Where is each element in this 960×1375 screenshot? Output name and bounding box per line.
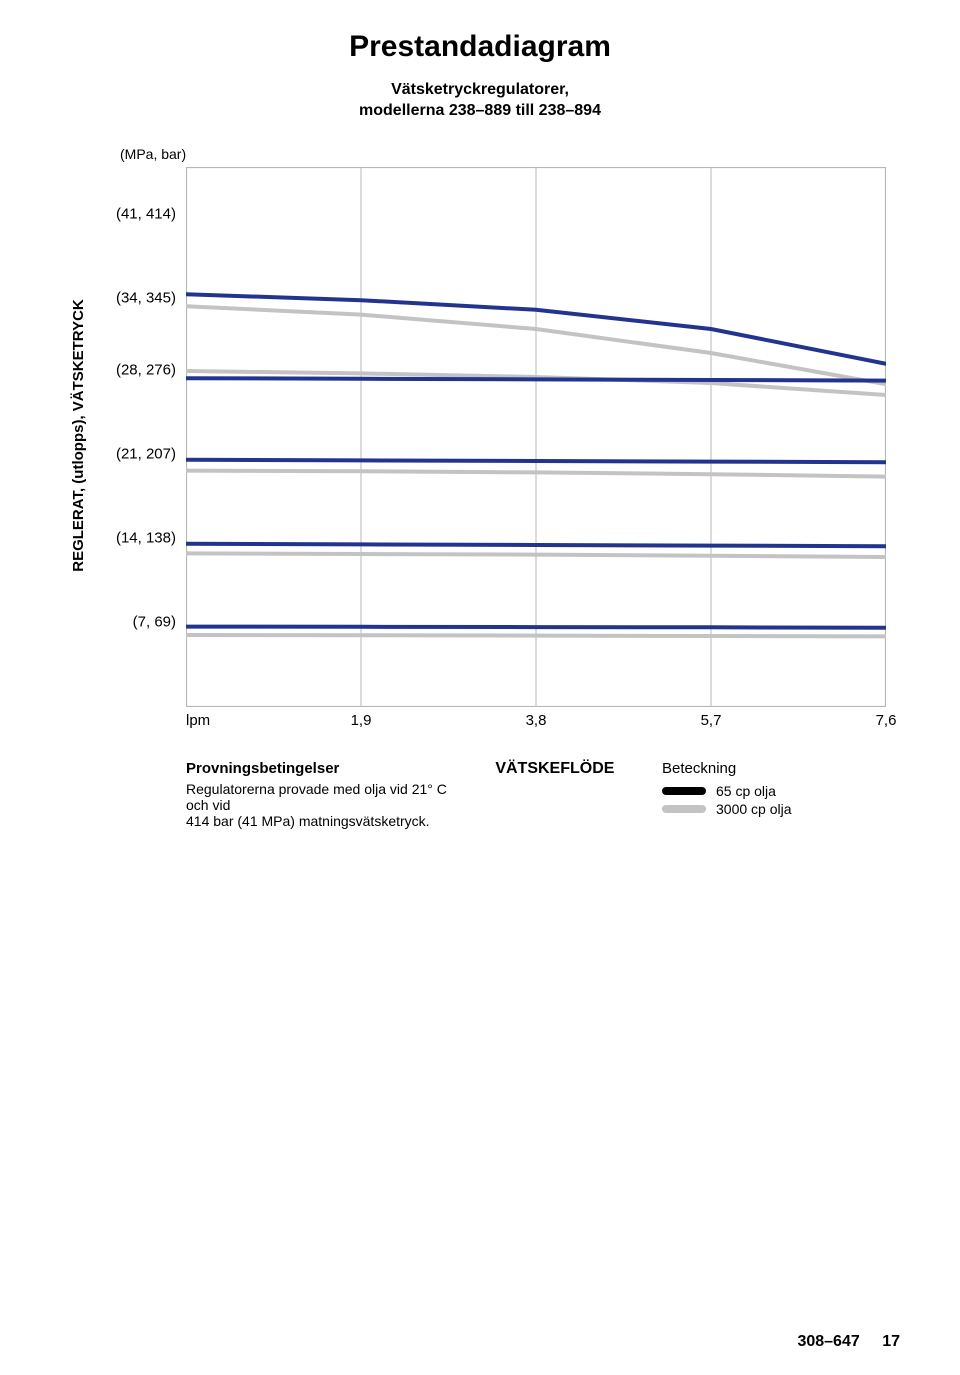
legend-item: 3000 cp olja bbox=[662, 801, 900, 817]
x-tick-label: 7,6 bbox=[876, 712, 897, 729]
subtitle-line-2: modellerna 238–889 till 238–894 bbox=[359, 102, 601, 119]
y-tick-label: (14, 138) bbox=[116, 529, 176, 546]
y-tick-label: (28, 276) bbox=[116, 361, 176, 378]
legend-swatch bbox=[662, 805, 706, 813]
x-tick-row: lpm 1,93,85,77,6 bbox=[186, 712, 886, 740]
chart-area: (41, 414) (34, 345) (28, 276) (21, 207) (14,… bbox=[96, 166, 900, 706]
chart-subtitle: Vätsketryckregulatorer, modellerna 238–8… bbox=[60, 80, 900, 122]
y-tick-labels: (41, 414) (34, 345) (28, 276) (21, 207) (14,… bbox=[86, 166, 176, 706]
x-tick-label: 5,7 bbox=[701, 712, 722, 729]
conditions-title: Provningsbetingelser bbox=[186, 760, 448, 777]
legend-label: 3000 cp olja bbox=[716, 801, 792, 817]
legend-swatch bbox=[662, 787, 706, 795]
chart-plot bbox=[186, 166, 900, 707]
conditions-text-2: 414 bar (41 MPa) matningsvätsketryck. bbox=[186, 813, 448, 829]
legend: Beteckning 65 cp olja 3000 cp olja bbox=[662, 760, 900, 829]
x-unit-label: lpm bbox=[186, 712, 210, 729]
y-tick-label: (34, 345) bbox=[116, 289, 176, 306]
y-tick-label: (7, 69) bbox=[133, 613, 176, 630]
test-conditions: Provningsbetingelser Regulatorerna prova… bbox=[186, 760, 448, 829]
x-tick-label: 1,9 bbox=[351, 712, 372, 729]
subtitle-line-1: Vätsketryckregulatorer, bbox=[391, 81, 569, 98]
y-tick-label: (21, 207) bbox=[116, 445, 176, 462]
chart-svg bbox=[186, 167, 886, 707]
y-axis-title: REGLERAT, (utlopps), VÄTSKETRYCK bbox=[70, 299, 87, 572]
page-footer: 308–647 17 bbox=[797, 1333, 900, 1351]
conditions-text-1: Regulatorerna provade med olja vid 21° C… bbox=[186, 781, 448, 813]
page-number: 17 bbox=[882, 1333, 900, 1350]
page-title: Prestandadiagram bbox=[60, 30, 900, 64]
legend-item: 65 cp olja bbox=[662, 783, 900, 799]
legend-title: Beteckning bbox=[662, 760, 900, 777]
x-axis-title: VÄTSKEFLÖDE bbox=[448, 760, 662, 829]
legend-label: 65 cp olja bbox=[716, 783, 776, 799]
y-tick-label: (41, 414) bbox=[116, 205, 176, 222]
x-tick-label: 3,8 bbox=[526, 712, 547, 729]
doc-number: 308–647 bbox=[797, 1333, 859, 1350]
y-unit-label: (MPa, bar) bbox=[120, 146, 900, 162]
